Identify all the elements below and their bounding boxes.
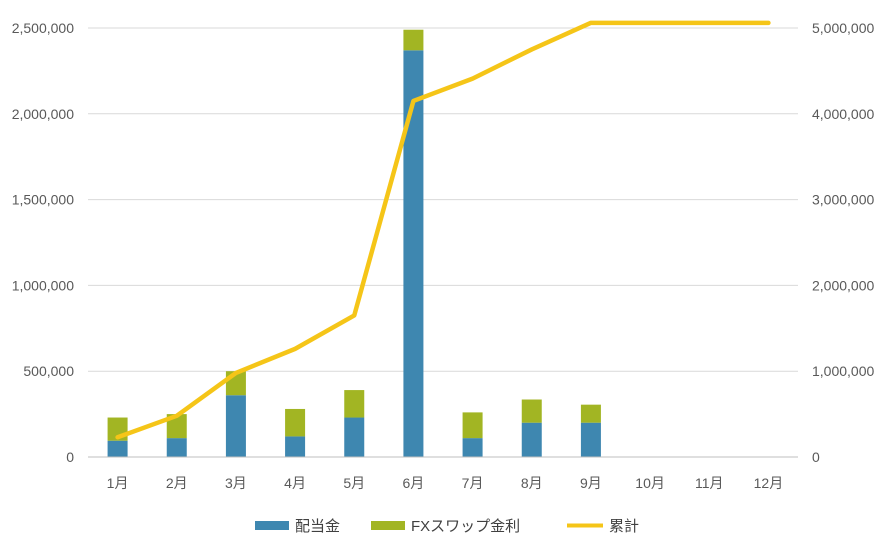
bar-dividend bbox=[344, 417, 365, 457]
legend-swatch-fx-swap bbox=[371, 521, 405, 530]
y-left-tick-label: 500,000 bbox=[23, 363, 74, 379]
x-tick-label: 4月 bbox=[284, 475, 306, 491]
y-right-tick-label: 1,000,000 bbox=[812, 363, 874, 379]
bar-dividend bbox=[462, 438, 483, 457]
axes: 0 500,000 1,000,000 1,500,000 2,000,000 2,500… bbox=[12, 20, 875, 491]
y-right-tick-label: 2,000,000 bbox=[812, 277, 874, 293]
legend-label: FXスワップ金利 bbox=[411, 518, 520, 535]
bar-dividend bbox=[403, 50, 424, 458]
bar-dividend bbox=[285, 436, 306, 457]
x-tick-label: 6月 bbox=[403, 475, 425, 491]
bar-fx-swap bbox=[166, 414, 187, 439]
gridlines bbox=[88, 27, 798, 372]
legend: 配当金 FXスワップ金利 累計 bbox=[255, 518, 639, 535]
legend-label: 配当金 bbox=[295, 518, 340, 535]
bar-fx-swap bbox=[462, 412, 483, 439]
bar-dividend bbox=[107, 440, 128, 457]
legend-swatch-dividend bbox=[255, 521, 289, 530]
cumulative-line bbox=[115, 20, 771, 440]
x-tick-label: 2月 bbox=[166, 475, 188, 491]
y-left-tick-label: 1,000,000 bbox=[12, 277, 74, 293]
bar-dividend bbox=[166, 438, 187, 457]
x-tick-label: 11月 bbox=[695, 475, 724, 491]
bar-fx-swap bbox=[285, 408, 306, 437]
x-tick-label: 1月 bbox=[107, 475, 129, 491]
y-left-tick-label: 1,500,000 bbox=[12, 192, 74, 208]
y-right-tick-label: 5,000,000 bbox=[812, 20, 874, 36]
bar-fx-swap bbox=[403, 29, 424, 51]
x-tick-label: 10月 bbox=[635, 475, 665, 491]
x-tick-label: 12月 bbox=[754, 475, 784, 491]
cumulative-line-group bbox=[115, 20, 771, 440]
y-left-tick-label: 2,000,000 bbox=[12, 106, 74, 122]
bar-dividend bbox=[521, 422, 542, 457]
bar-fx-swap bbox=[580, 404, 601, 423]
y-right-tick-label: 0 bbox=[812, 449, 820, 465]
bar-fx-swap bbox=[344, 390, 365, 418]
bar-fx-swap bbox=[521, 399, 542, 423]
bars bbox=[107, 29, 601, 458]
x-tick-label: 5月 bbox=[343, 475, 365, 491]
x-tick-label: 8月 bbox=[521, 475, 543, 491]
bar-dividend bbox=[225, 395, 246, 457]
y-right-tick-label: 4,000,000 bbox=[812, 106, 874, 122]
y-right-tick-label: 3,000,000 bbox=[812, 192, 874, 208]
x-tick-label: 7月 bbox=[462, 475, 484, 491]
y-left-tick-label: 2,500,000 bbox=[12, 20, 74, 36]
y-left-tick-label: 0 bbox=[66, 449, 74, 465]
legend-label: 累計 bbox=[609, 518, 639, 535]
x-tick-label: 9月 bbox=[580, 475, 602, 491]
bar-dividend bbox=[580, 422, 601, 457]
x-tick-label: 3月 bbox=[225, 475, 247, 491]
